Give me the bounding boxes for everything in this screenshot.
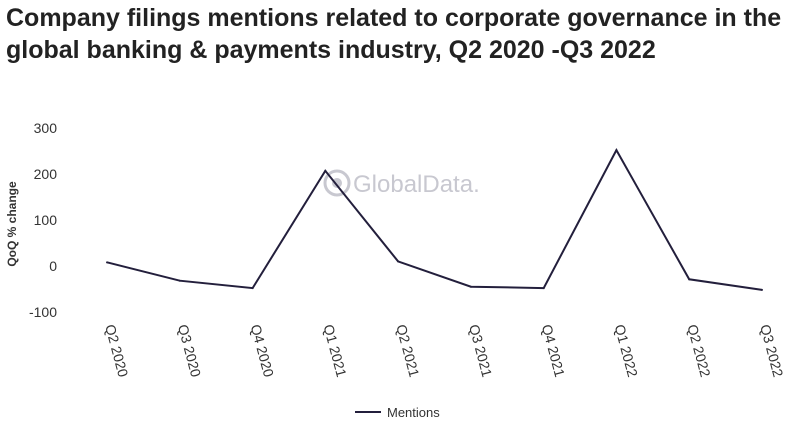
data-point [106, 261, 108, 264]
y-tick-label: 200 [34, 166, 58, 182]
data-point [397, 260, 400, 263]
chart-title: Company filings mentions related to corp… [6, 4, 782, 64]
data-point [469, 285, 472, 288]
globaldata-watermark: GlobalData. [323, 169, 480, 198]
x-tick-label: Q4 2021 [539, 323, 568, 379]
x-tick-label: Q1 2022 [612, 323, 641, 379]
x-tick-label: Q3 2020 [175, 323, 204, 379]
watermark-text: GlobalData. [353, 171, 480, 198]
data-point [542, 287, 545, 290]
data-point [251, 287, 254, 290]
y-tick-label: 300 [34, 120, 58, 136]
y-tick-label: 0 [49, 258, 57, 274]
data-point [615, 149, 618, 152]
x-tick-label: Q3 2022 [757, 323, 786, 379]
x-tick-label: Q3 2021 [466, 323, 495, 379]
y-axis-label: QoQ % change [5, 181, 19, 267]
x-tick-label: Q4 2020 [248, 323, 277, 379]
y-tick-label: -100 [29, 304, 57, 320]
globaldata-logo-icon [323, 169, 351, 197]
y-tick-label: 100 [34, 212, 58, 228]
series-line-mentions [106, 148, 763, 291]
data-point [761, 288, 763, 291]
x-tick-label: Q2 2022 [684, 323, 713, 379]
data-point [688, 278, 691, 281]
data-point [178, 279, 181, 282]
x-tick-label: Q2 2021 [393, 323, 422, 379]
legend: Mentions [355, 405, 440, 420]
legend-label-mentions: Mentions [387, 405, 440, 420]
data-point [324, 169, 327, 172]
x-tick-label: Q2 2020 [102, 323, 131, 379]
x-tick-label: Q1 2021 [320, 323, 349, 379]
